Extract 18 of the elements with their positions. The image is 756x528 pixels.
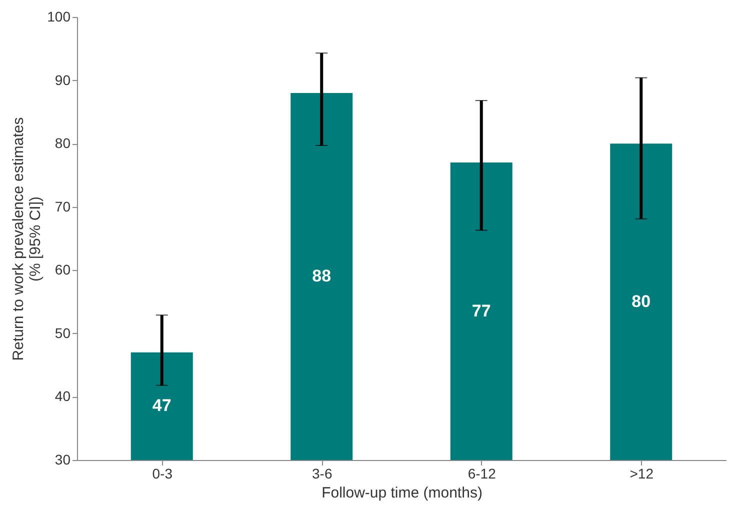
data-label: 47 [152, 396, 172, 416]
data-label: 88 [312, 266, 332, 286]
x-tick-label: 0-3 [152, 466, 173, 482]
y-tick-label: 80 [54, 135, 71, 152]
x-tick-label: 3-6 [312, 466, 332, 482]
y-tick-label: 40 [54, 388, 71, 404]
y-tick-label: 70 [54, 198, 71, 214]
x-tick-label: 6-12 [468, 466, 496, 482]
y-tick-label: 90 [54, 72, 71, 88]
data-label: 80 [632, 292, 651, 311]
y-tick-label: 30 [54, 452, 71, 468]
y-axis-title: Return to work prevalence estimates (% [95% CI]) [10, 117, 44, 361]
y-tick-label: 100 [47, 8, 71, 24]
data-label: 77 [472, 301, 491, 320]
y-tick-label: 50 [54, 324, 71, 341]
x-tick-label: >12 [630, 466, 654, 482]
x-axis-title: Follow-up time (months) [322, 484, 482, 502]
y-tick-label: 60 [54, 262, 71, 278]
